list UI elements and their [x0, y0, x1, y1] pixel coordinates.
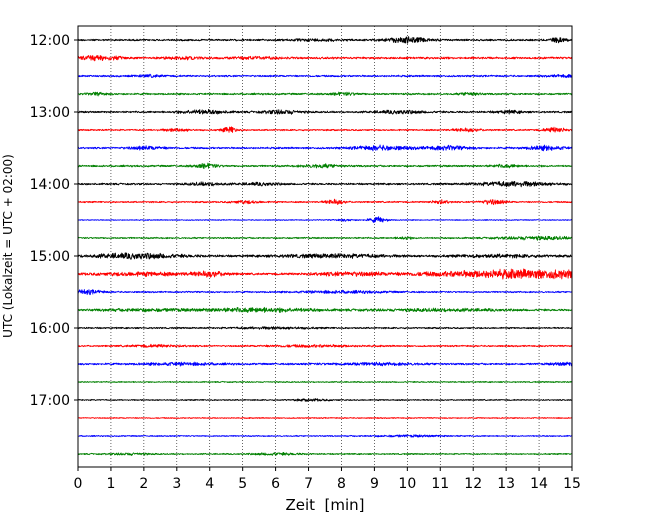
- trace-1530: [77, 289, 573, 296]
- x-tick-label: 9: [370, 476, 379, 492]
- y-axis: 12:00 13:00 14:00 15:00 16:00 17:00: [30, 33, 78, 409]
- y-axis-label: UTC (Lokalzeit = UTC + 02:00): [1, 154, 15, 338]
- trace-1745: [77, 452, 573, 456]
- x-tick-label: 14: [530, 476, 548, 492]
- y-tick-label: 17:00: [30, 393, 70, 409]
- x-tick-label: 13: [497, 476, 515, 492]
- plot-frame: [77, 25, 573, 468]
- trace-1700: [77, 398, 573, 402]
- x-tick-label: 5: [238, 476, 247, 492]
- y-tick-label: 14:00: [30, 177, 70, 193]
- trace-1545: [77, 306, 573, 313]
- trace-1630: [77, 361, 573, 367]
- trace-1615: [77, 343, 573, 348]
- x-tick-label: 2: [139, 476, 148, 492]
- trace-1645: [77, 380, 573, 384]
- trace-1730: [77, 434, 573, 438]
- y-tick-label: 16:00: [30, 321, 70, 337]
- x-tick-label: 10: [398, 476, 416, 492]
- x-tick-label: 1: [106, 476, 115, 492]
- x-axis-label: Zeit [min]: [285, 496, 364, 514]
- trace-1445: [77, 235, 573, 241]
- trace-1245: [77, 91, 573, 97]
- trace-1400: [77, 180, 573, 188]
- trace-1330: [77, 144, 573, 152]
- x-tick-label: 6: [271, 476, 280, 492]
- x-tick-label: 12: [464, 476, 482, 492]
- trace-1300: [77, 109, 573, 115]
- trace-1345: [77, 162, 573, 170]
- trace-1215: [77, 54, 573, 62]
- y-tick-label: 15:00: [30, 249, 70, 265]
- x-tick-label: 0: [74, 476, 83, 492]
- traces-group: [77, 36, 573, 456]
- trace-1315: [77, 126, 573, 133]
- trace-1500: [77, 252, 573, 260]
- trace-1415: [77, 198, 573, 206]
- x-tick-label: 7: [304, 476, 313, 492]
- trace-1715: [77, 416, 573, 420]
- y-tick-label: 12:00: [30, 33, 70, 49]
- x-tick-label: 8: [337, 476, 346, 492]
- x-tick-label: 4: [205, 476, 214, 492]
- x-tick-label: 11: [431, 476, 449, 492]
- trace-1515: [77, 268, 573, 280]
- x-tick-label: 3: [172, 476, 181, 492]
- trace-1600: [77, 326, 573, 330]
- y-tick-label: 13:00: [30, 105, 70, 121]
- x-tick-label: 15: [563, 476, 581, 492]
- trace-1200: [77, 36, 573, 44]
- trace-1230: [77, 73, 573, 79]
- x-axis: 0 1 2 3 4 5 6 7 8 9 10 11 12 13 14 15: [74, 467, 581, 492]
- trace-1430: [77, 216, 573, 223]
